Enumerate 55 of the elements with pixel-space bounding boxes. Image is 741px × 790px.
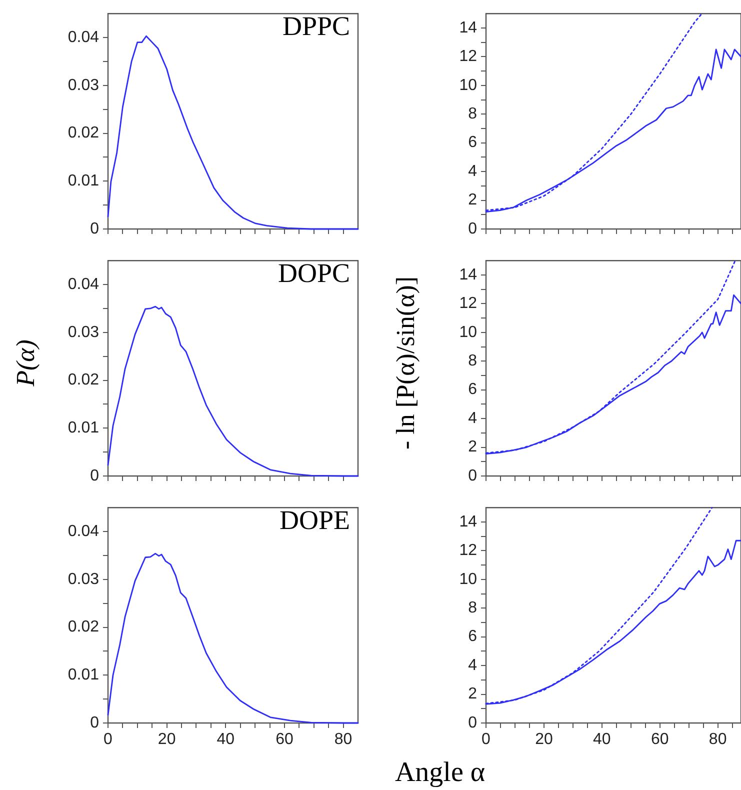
annotation: DOPE xyxy=(279,505,350,536)
y-tick-label: 2 xyxy=(468,686,478,703)
y-tick-label: 14 xyxy=(459,513,478,530)
y-tick-label: 0 xyxy=(90,714,100,732)
x-tick-label: 80 xyxy=(334,731,352,748)
y-tick-label: 10 xyxy=(459,324,478,341)
y-tick-label: 0.04 xyxy=(68,28,100,46)
y-tick-label: 0 xyxy=(90,467,100,484)
y-axis-title: P(α) xyxy=(11,340,41,386)
annotation: DPPC xyxy=(282,11,350,42)
annotation: DOPC xyxy=(278,258,350,289)
y-tick-label: 0.01 xyxy=(68,172,100,190)
y-tick-label: 0.01 xyxy=(68,666,100,684)
x-axis-title: Angle α xyxy=(394,757,486,789)
y-tick-label: 10 xyxy=(459,570,478,588)
x-tick-label: 60 xyxy=(276,731,294,748)
y-tick-label: 14 xyxy=(459,19,478,36)
y-tick-label: 0 xyxy=(90,220,100,238)
x-tick-label: 20 xyxy=(535,731,553,748)
y-tick-label: 12 xyxy=(459,48,478,66)
y-tick-label: 6 xyxy=(468,628,478,646)
y-tick-label: 8 xyxy=(468,352,478,370)
y-tick-label: 8 xyxy=(468,106,478,123)
y-tick-label: 0.02 xyxy=(68,618,100,636)
x-tick-label: 40 xyxy=(593,731,611,748)
y-tick-label: 2 xyxy=(468,438,478,456)
y-tick-label: 10 xyxy=(459,76,478,94)
y-tick-label: 0.02 xyxy=(68,124,100,142)
y-tick-label: 6 xyxy=(468,381,478,398)
y-tick-label: 2 xyxy=(468,192,478,209)
y-tick-label: 6 xyxy=(468,134,478,152)
y-tick-label: 4 xyxy=(468,162,478,180)
y-axis-title: - ln [P(α)/sin(α)] xyxy=(391,276,421,450)
y-tick-label: 12 xyxy=(459,295,478,312)
x-tick-label: 40 xyxy=(216,731,235,748)
y-tick-label: 0 xyxy=(468,467,478,484)
x-tick-label: 0 xyxy=(482,731,491,748)
y-tick-label: 0 xyxy=(468,220,478,238)
x-tick-label: 20 xyxy=(158,731,176,748)
x-tick-label: 80 xyxy=(708,731,727,748)
y-tick-label: 0.03 xyxy=(68,324,100,341)
y-tick-label: 0.03 xyxy=(68,570,100,588)
y-tick-label: 0.02 xyxy=(68,372,100,389)
x-tick-label: 0 xyxy=(104,731,113,748)
y-tick-label: 12 xyxy=(459,542,478,560)
y-tick-label: 4 xyxy=(468,656,478,674)
y-tick-label: 0 xyxy=(468,714,478,732)
x-tick-label: 60 xyxy=(650,731,669,748)
y-tick-label: 8 xyxy=(468,600,478,617)
y-tick-label: 14 xyxy=(459,266,478,284)
y-tick-label: 0.04 xyxy=(68,522,100,540)
y-tick-label: 0.03 xyxy=(68,76,100,94)
y-tick-label: 4 xyxy=(468,410,478,427)
y-tick-label: 0.04 xyxy=(68,276,100,293)
y-tick-label: 0.01 xyxy=(68,420,100,437)
